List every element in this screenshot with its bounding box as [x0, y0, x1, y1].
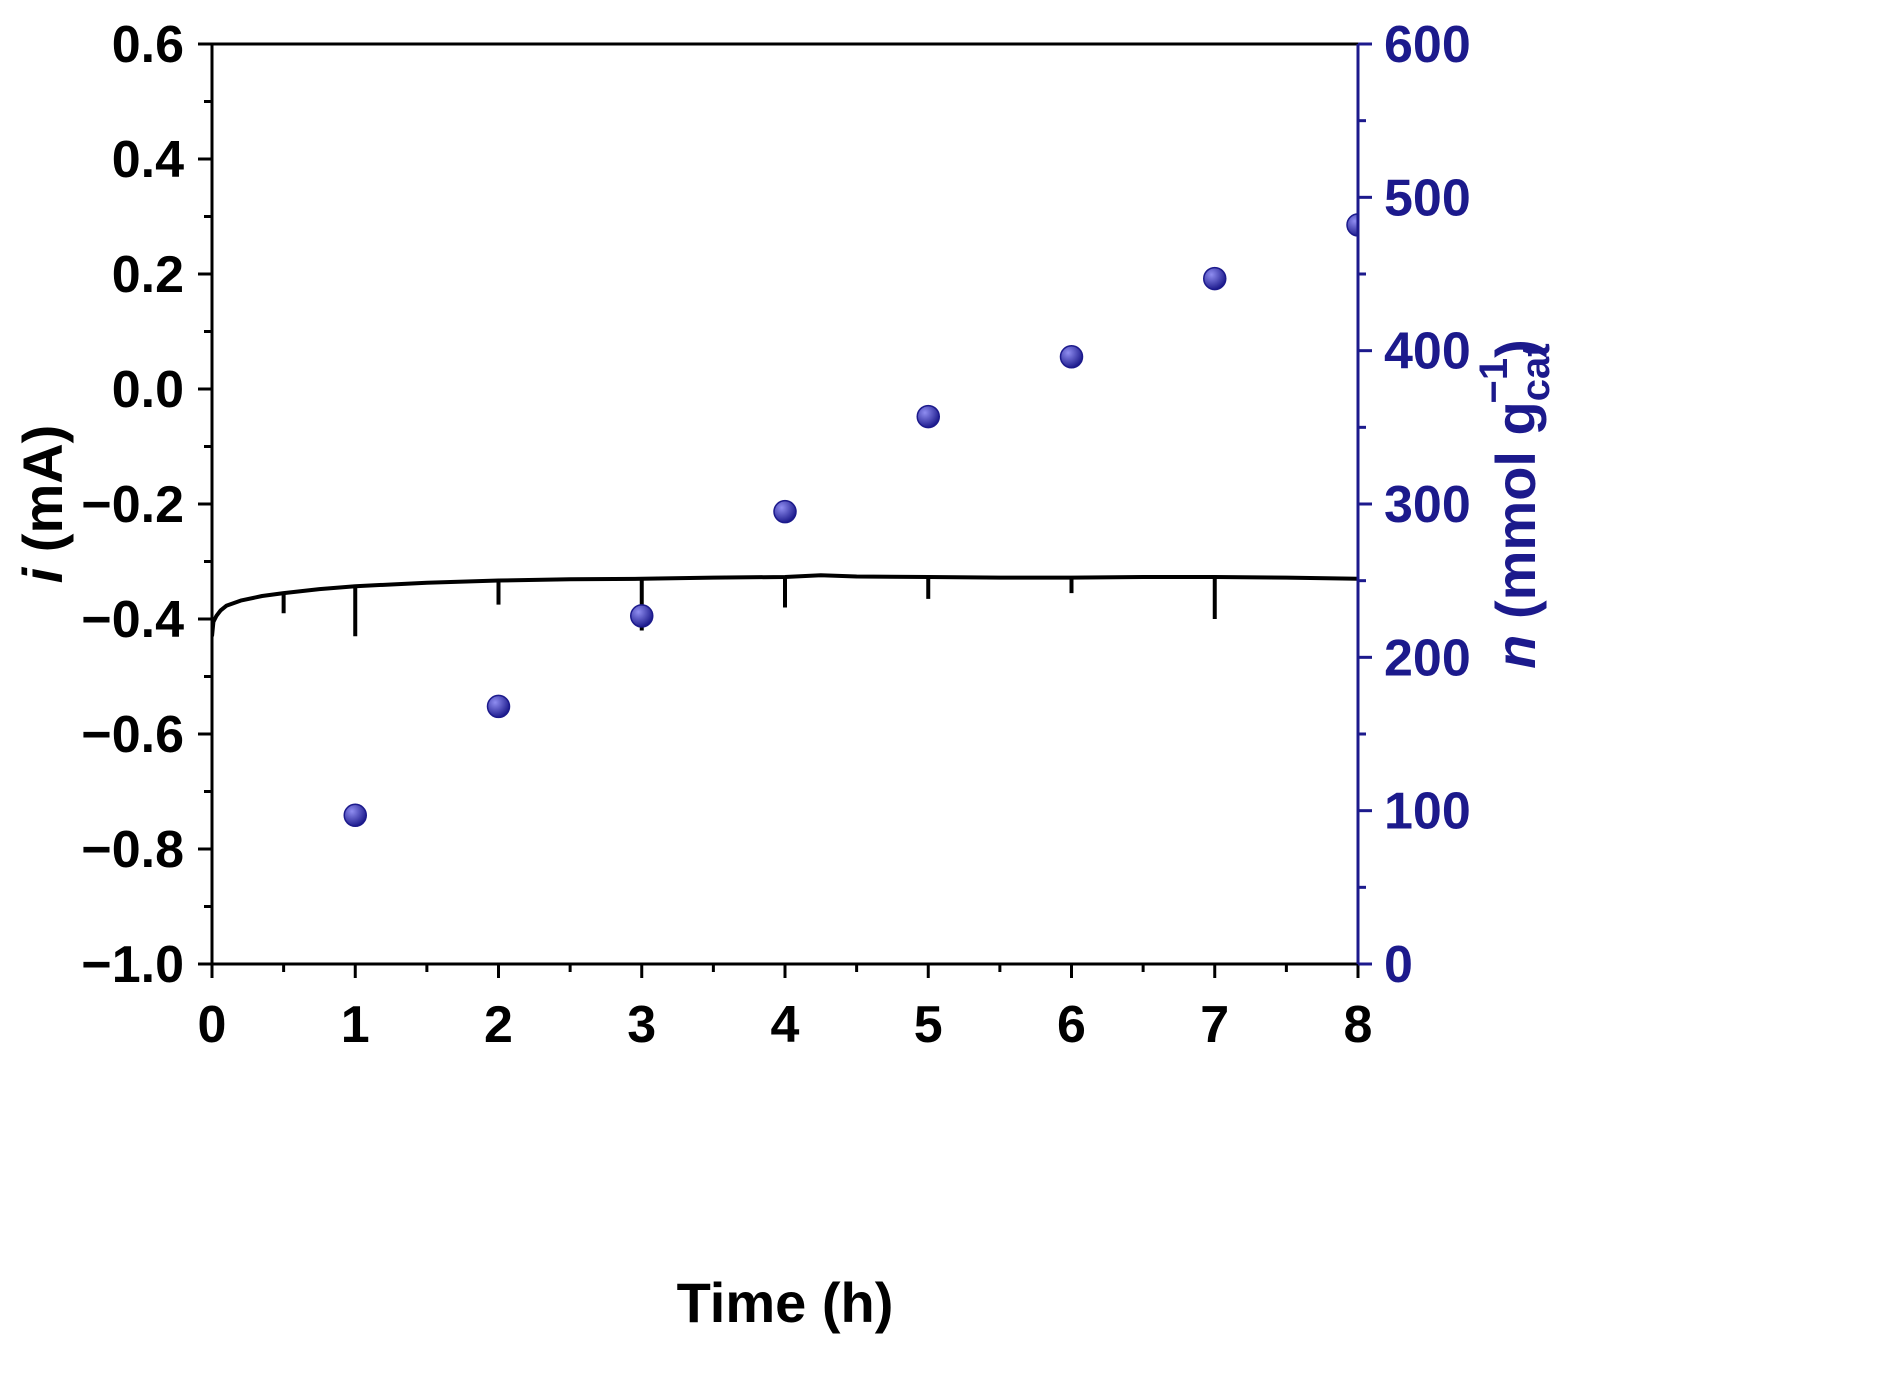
y-left-tick-label: −0.6	[81, 706, 184, 764]
y-left-tick-label: 0.6	[112, 16, 184, 74]
y-left-axis-title: i (mA)	[11, 425, 74, 584]
x-axis: 0 1 2 3 4 5 6 7 8	[198, 42, 1373, 1054]
product-amount-marker	[630, 604, 654, 628]
x-tick-label: 7	[1200, 996, 1229, 1054]
y-right-axis-title-close: )	[1484, 339, 1547, 358]
y-left-tick-label: −0.8	[81, 821, 184, 879]
x-tick-label: 5	[914, 996, 943, 1054]
y-right-tick-label: 500	[1384, 169, 1471, 227]
product-amount-marker	[486, 694, 511, 719]
y-left-tick-label: −0.2	[81, 476, 184, 534]
y-left-axis: 0.6 0.4 0.2 0.0 −0.2 −0.4 −0.6 −0.8 −1.0	[81, 16, 214, 994]
series-group	[212, 213, 1358, 828]
product-amount-marker	[1059, 345, 1084, 369]
plot-area	[212, 213, 1358, 828]
y-left-tick-label: 0.2	[112, 246, 184, 304]
x-tick-label: 8	[1344, 996, 1373, 1054]
y-left-tick-label: −1.0	[81, 936, 184, 994]
y-left-tick-label: 0.0	[112, 361, 184, 419]
y-right-tick-label: 300	[1384, 476, 1471, 534]
product-amount-marker	[916, 404, 940, 429]
y-left-tick-label: 0.4	[112, 131, 184, 189]
x-tick-label: 3	[627, 996, 656, 1054]
product-amount-marker	[1346, 213, 1358, 237]
x-tick-label: 4	[771, 996, 800, 1054]
y-right-axis-title-superscript: −1	[1472, 358, 1516, 404]
product-amount-marker	[343, 803, 367, 828]
product-amount-marker	[1203, 266, 1227, 291]
y-left-axis-title-symbol: i	[11, 566, 74, 583]
x-tick-label: 1	[341, 996, 370, 1054]
y-left-tick-label: −0.4	[81, 591, 184, 649]
product-amount-marker	[773, 499, 797, 524]
y-right-tick-label: 600	[1384, 16, 1471, 74]
x-tick-label: 2	[484, 996, 513, 1054]
y-right-tick-label: 100	[1384, 783, 1471, 841]
y-right-tick-label: 0	[1384, 936, 1413, 994]
y-right-axis: 600 500 400 300 200 100 0	[1356, 16, 1471, 994]
y-right-axis-title-symbol: n	[1484, 635, 1547, 669]
x-axis-title: Time (h)	[677, 1271, 894, 1334]
y-right-axis-title-unit: (mmol g	[1484, 401, 1547, 634]
y-right-axis-title: n (mmol gcat−1)	[1472, 339, 1558, 669]
y-right-axis-title-subscript: cat	[1514, 343, 1558, 401]
y-left-axis-title-unit: (mA)	[11, 425, 74, 568]
y-right-tick-label: 200	[1384, 629, 1471, 687]
x-tick-label: 0	[198, 996, 227, 1054]
y-right-tick-label: 400	[1384, 323, 1471, 381]
x-tick-label: 6	[1057, 996, 1086, 1054]
